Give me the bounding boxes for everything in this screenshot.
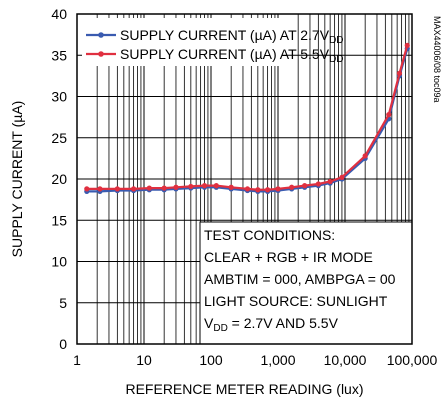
y-tick-label: 5 bbox=[59, 295, 67, 311]
test-conditions-box bbox=[199, 221, 413, 345]
x-tick-label: 1 bbox=[73, 352, 81, 368]
legend-background bbox=[82, 18, 282, 66]
y-tick-label: 35 bbox=[51, 47, 67, 63]
data-point bbox=[362, 153, 368, 159]
data-point bbox=[84, 186, 90, 192]
x-axis-title: REFERENCE METER READING (lux) bbox=[125, 381, 363, 397]
data-point bbox=[386, 112, 392, 118]
data-point bbox=[404, 42, 410, 48]
series-line bbox=[86, 45, 409, 191]
y-tick-label: 30 bbox=[51, 89, 67, 105]
data-point bbox=[244, 186, 251, 192]
data-point bbox=[114, 186, 120, 192]
x-tick-label: 10,000 bbox=[324, 352, 367, 368]
legend-label: SUPPLY CURRENT (µA) AT 2.7VDD bbox=[120, 27, 344, 46]
legend-label-subscript: DD bbox=[329, 54, 343, 65]
data-point bbox=[188, 183, 194, 190]
annotation-vdd-subscript: DD bbox=[213, 323, 227, 334]
annotation-line-vdd: VDD = 2.7V AND 5.5V bbox=[204, 315, 339, 334]
annotation-vdd-prefix: V bbox=[204, 315, 214, 331]
data-point bbox=[289, 184, 295, 190]
data-point bbox=[131, 186, 137, 192]
annotation-vdd-suffix: = 2.7V AND 5.5V bbox=[228, 315, 339, 331]
x-tick-label: 100,000 bbox=[387, 352, 438, 368]
legend-label-main: SUPPLY CURRENT (µA) AT 5.5V bbox=[120, 46, 330, 62]
figure-id-label: MAX44006/08 toc09a bbox=[432, 16, 441, 103]
data-point bbox=[302, 183, 308, 189]
annotation-line: AMBTIM = 000, AMBPGA = 00 bbox=[204, 271, 396, 287]
data-point bbox=[173, 184, 179, 190]
y-tick-label: 15 bbox=[51, 212, 67, 228]
legend-label: SUPPLY CURRENT (µA) AT 5.5VDD bbox=[120, 46, 344, 65]
data-point bbox=[275, 186, 281, 192]
annotation-line: TEST CONDITIONS: bbox=[204, 227, 335, 243]
x-tick-label: 100 bbox=[199, 352, 223, 368]
legend-label-subscript: DD bbox=[329, 35, 343, 46]
series-2 bbox=[84, 42, 410, 193]
legend-label-main: SUPPLY CURRENT (µA) AT 2.7V bbox=[120, 27, 330, 43]
data-point bbox=[97, 186, 103, 192]
x-tick-label: 10 bbox=[136, 352, 152, 368]
legend-swatch-marker bbox=[98, 51, 104, 57]
y-axis-title: SUPPLY CURRENT (µA) bbox=[9, 101, 25, 258]
data-point bbox=[339, 174, 345, 180]
y-tick-label: 40 bbox=[51, 6, 67, 22]
y-tick-label: 25 bbox=[51, 130, 67, 146]
x-tick-label: 1,000 bbox=[260, 352, 295, 368]
data-point bbox=[255, 187, 261, 193]
y-tick-label: 10 bbox=[51, 254, 67, 270]
data-series bbox=[84, 42, 410, 194]
series-line bbox=[86, 48, 409, 193]
test-conditions-annotation: TEST CONDITIONS: CLEAR + RGB + IR MODE AMB… bbox=[204, 227, 396, 334]
data-point bbox=[228, 184, 234, 190]
y-axis-ticks: 0 5 10 15 20 25 30 35 40 bbox=[51, 6, 67, 352]
plot-frame bbox=[76, 13, 413, 345]
y-tick-label: 0 bbox=[59, 336, 67, 352]
y-tick-label: 20 bbox=[51, 171, 67, 187]
data-point bbox=[396, 70, 403, 76]
x-axis-ticks: 1 10 100 1,000 10,000 100,000 bbox=[73, 352, 437, 368]
data-point bbox=[161, 185, 167, 191]
data-point bbox=[213, 183, 219, 189]
annotation-line: CLEAR + RGB + IR MODE bbox=[204, 249, 373, 265]
legend-swatch-marker bbox=[98, 32, 104, 38]
data-point bbox=[146, 185, 152, 191]
data-point bbox=[327, 178, 333, 185]
data-point bbox=[265, 187, 271, 193]
data-point bbox=[315, 181, 321, 187]
annotation-line: LIGHT SOURCE: SUNLIGHT bbox=[204, 293, 388, 309]
data-point bbox=[201, 183, 208, 189]
